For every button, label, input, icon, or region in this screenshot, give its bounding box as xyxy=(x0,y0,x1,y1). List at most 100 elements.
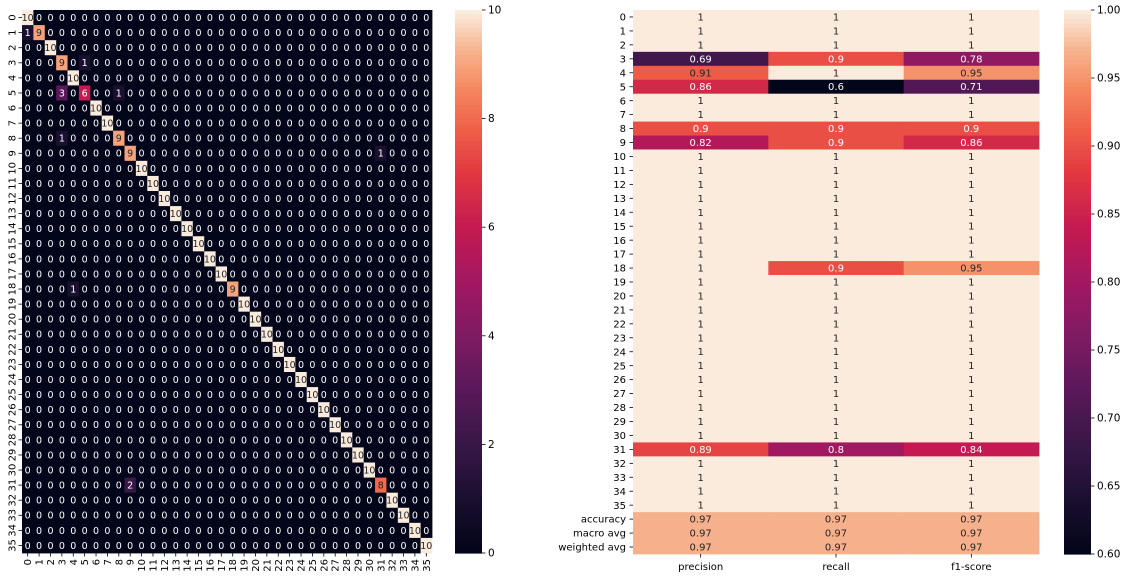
cm-cell xyxy=(78,40,91,56)
cm-cell-label: 0 xyxy=(412,315,418,326)
cm-cell xyxy=(181,206,194,222)
cm-cell-label: 0 xyxy=(332,405,338,416)
cm-cell xyxy=(204,326,217,343)
cm-cell-label: 0 xyxy=(139,134,145,145)
cm-cell-label: 0 xyxy=(309,284,315,295)
cm-cell-label: 0 xyxy=(59,330,65,341)
cr-cell-label: 0.69 xyxy=(690,54,712,65)
cm-cell xyxy=(78,372,91,388)
cm-cell xyxy=(295,447,308,463)
cr-cell xyxy=(903,512,1040,527)
cm-cell-label: 0 xyxy=(218,375,224,386)
cm-cell xyxy=(261,191,273,207)
cm-cell-label: 0 xyxy=(423,420,429,431)
cm-cell-label: 8 xyxy=(378,481,384,492)
cm-cell xyxy=(227,40,239,56)
cm-cell xyxy=(215,356,228,373)
cm-cell xyxy=(261,522,273,539)
cm-y-tick-label: 17 xyxy=(8,268,19,281)
cm-cell-label: 0 xyxy=(47,284,53,295)
cm-cell xyxy=(101,492,114,509)
colorbar-segment xyxy=(1064,272,1091,279)
cm-cell xyxy=(170,537,182,554)
cm-cell xyxy=(78,266,91,282)
cm-cell xyxy=(397,145,410,162)
cr-cell xyxy=(633,191,769,206)
colorbar-segment xyxy=(455,494,482,500)
cr-cell xyxy=(768,456,905,471)
cm-cell-label: 10 xyxy=(306,390,318,401)
cr-cell xyxy=(633,470,769,485)
colorbar-segment xyxy=(455,317,482,323)
cm-cell-label: 0 xyxy=(241,315,247,326)
cm-cell-label: 0 xyxy=(173,103,179,114)
cm-cell xyxy=(181,296,194,313)
colorbar-segment xyxy=(1064,499,1091,505)
cm-cell-label: 0 xyxy=(196,481,202,492)
cm-cell xyxy=(181,372,194,388)
cm-cell xyxy=(227,266,239,282)
cm-cell-label: 0 xyxy=(389,420,395,431)
cm-cell-label: 0 xyxy=(36,450,42,461)
cm-y-tick-label: 4 xyxy=(8,75,19,81)
cm-cell-label: 0 xyxy=(196,541,202,552)
cm-cell-label: 0 xyxy=(127,179,133,190)
cm-cell-label: 0 xyxy=(366,239,372,250)
colorbar-segment xyxy=(455,308,482,314)
cm-cell-label: 0 xyxy=(104,481,110,492)
cm-cell-label: 0 xyxy=(104,134,110,145)
cm-cell xyxy=(340,191,353,207)
cm-cell xyxy=(56,40,68,56)
cr-cell-label: 1 xyxy=(968,347,974,358)
cm-cell-label: 0 xyxy=(36,511,42,522)
cm-cell xyxy=(283,70,296,86)
cm-cell xyxy=(204,236,217,252)
cm-cell xyxy=(397,221,410,237)
cr-cell-label: 1 xyxy=(833,152,839,163)
cm-cell xyxy=(249,221,262,237)
cm-cell xyxy=(33,175,46,192)
cm-cell xyxy=(340,175,353,192)
cm-cell xyxy=(204,296,217,313)
cm-cell-label: 0 xyxy=(127,360,133,371)
cm-cell xyxy=(44,175,57,192)
cm-cell xyxy=(329,130,342,147)
cm-cell-label: 0 xyxy=(150,28,156,39)
cm-cell xyxy=(227,311,239,328)
cm-cell xyxy=(340,507,353,524)
cm-cell xyxy=(272,175,285,192)
cm-cell xyxy=(135,492,148,509)
cm-cell-label: 0 xyxy=(275,28,281,39)
cm-cell-label: 0 xyxy=(355,390,361,401)
cr-cell xyxy=(903,65,1040,81)
cm-cell xyxy=(147,372,160,388)
colorbar-segment xyxy=(1064,227,1091,233)
cm-cell-label: 0 xyxy=(412,254,418,265)
cm-cell-label: 0 xyxy=(401,284,407,295)
cm-cell xyxy=(318,130,330,147)
cm-cell-label: 0 xyxy=(161,179,167,190)
cm-cell-label: 0 xyxy=(366,330,372,341)
cm-cell-label: 0 xyxy=(82,481,88,492)
cm-cell xyxy=(101,55,114,71)
cm-cell-label: 0 xyxy=(252,119,258,130)
cm-cell-label: 0 xyxy=(252,405,258,416)
cm-cell-label: 0 xyxy=(423,300,429,311)
cm-cell xyxy=(56,432,68,448)
cr-cell xyxy=(903,275,1040,290)
cm-cell xyxy=(420,356,433,373)
cm-cell xyxy=(135,115,148,132)
cm-cell xyxy=(261,236,273,252)
colorbar-segment xyxy=(455,86,482,93)
cm-cell xyxy=(90,537,103,554)
cm-cell-label: 0 xyxy=(412,284,418,295)
colorbar-segment xyxy=(455,399,482,405)
cr-cell xyxy=(768,205,905,220)
cm-cell-label: 0 xyxy=(218,58,224,69)
cm-cell xyxy=(249,10,262,26)
cm-cell xyxy=(329,206,342,222)
colorbar-segment xyxy=(455,186,482,192)
cr-cell xyxy=(903,177,1040,192)
cm-cell xyxy=(375,447,387,463)
cm-cell-label: 1 xyxy=(378,149,384,160)
